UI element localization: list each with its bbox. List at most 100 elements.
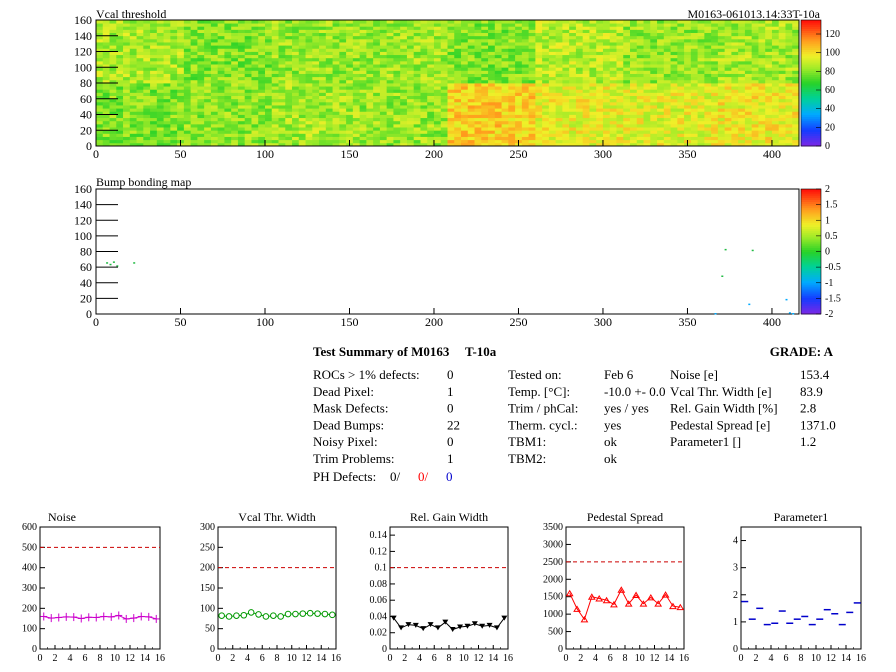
heatmap-cell xyxy=(406,70,415,74)
heatmap-cell xyxy=(758,127,766,131)
heatmap-cell xyxy=(677,29,685,33)
heatmap-cell xyxy=(542,32,550,37)
plot2-xtick-label: 200 xyxy=(425,315,443,329)
heatmap-cell xyxy=(352,48,361,52)
heatmap-cell xyxy=(447,23,455,27)
heatmap-cell xyxy=(400,86,408,90)
heatmap-cell xyxy=(589,139,597,144)
heatmap-cell xyxy=(102,133,110,137)
heatmap-cell xyxy=(163,95,171,100)
heatmap-cell xyxy=(447,48,455,52)
heatmap-cell xyxy=(102,35,110,40)
heatmap-cell xyxy=(292,48,300,52)
heatmap-cell xyxy=(298,42,306,46)
heatmap-cell xyxy=(488,120,496,125)
heatmap-cell xyxy=(312,70,320,74)
heatmap-cell xyxy=(96,136,104,141)
heatmap-cell xyxy=(657,101,665,106)
heatmap-cell xyxy=(663,127,671,131)
heatmap-cell xyxy=(292,117,300,122)
heatmap-cell xyxy=(508,120,516,125)
heatmap-cell xyxy=(582,120,590,125)
heatmap-cell xyxy=(521,83,530,87)
heatmap-cell xyxy=(515,73,523,78)
heatmap-cell xyxy=(197,54,205,59)
heatmap-cell xyxy=(677,76,685,81)
heatmap-cell xyxy=(596,79,604,84)
heatmap-cell xyxy=(339,42,347,46)
heatmap-cell xyxy=(461,120,469,125)
heatmap-cell xyxy=(420,86,428,90)
heatmap-cell xyxy=(542,123,550,128)
heatmap-cell xyxy=(427,111,435,115)
heatmap-cell xyxy=(305,133,313,137)
heatmap-cell xyxy=(602,64,611,68)
heatmap-cell xyxy=(210,133,219,137)
heatmap-cell xyxy=(731,38,739,43)
gain-width-xtick-label: 2 xyxy=(402,653,407,664)
heatmap-cell xyxy=(346,45,354,49)
heatmap-cell xyxy=(123,136,131,141)
heatmap-cell xyxy=(623,139,631,144)
heatmap-cell xyxy=(156,67,164,71)
heatmap-cell xyxy=(393,57,401,62)
heatmap-cell xyxy=(420,60,428,65)
heatmap-cell xyxy=(244,133,252,137)
heatmap-cell xyxy=(231,95,239,100)
heatmap-cell xyxy=(454,133,462,137)
heatmap-cell xyxy=(183,95,192,100)
heatmap-cell xyxy=(190,92,198,96)
heatmap-cell xyxy=(602,117,611,122)
heatmap-cell xyxy=(792,57,800,62)
heatmap-cell xyxy=(400,73,408,78)
heatmap-cell xyxy=(488,54,496,59)
heatmap-cell xyxy=(650,57,658,62)
heatmap-cell xyxy=(258,29,266,33)
heatmap-cell xyxy=(663,26,671,30)
heatmap-cell xyxy=(623,105,631,109)
pedestal-point xyxy=(624,600,633,607)
heatmap-cell xyxy=(609,98,617,103)
heatmap-cell xyxy=(670,51,678,56)
noise-xtick-label: 0 xyxy=(38,653,43,664)
plot2-scale-band xyxy=(801,299,821,302)
heatmap-cell xyxy=(778,130,786,134)
heatmap-cell xyxy=(623,120,631,125)
heatmap-cell xyxy=(609,136,617,141)
heatmap-cell xyxy=(569,139,577,144)
heatmap-cell xyxy=(461,45,469,49)
heatmap-cell xyxy=(623,23,631,27)
heatmap-cell xyxy=(501,26,509,30)
bump-point xyxy=(788,312,791,314)
heatmap-cell xyxy=(305,127,313,131)
heatmap-cell xyxy=(738,57,746,62)
summary-mid-value: ok xyxy=(604,434,618,449)
heatmap-cell xyxy=(650,139,658,144)
heatmap-cell xyxy=(427,64,435,68)
heatmap-cell xyxy=(663,29,671,33)
heatmap-cell xyxy=(677,98,685,103)
heatmap-cell xyxy=(643,95,651,100)
heatmap-cell xyxy=(488,130,496,134)
heatmap-cell xyxy=(650,79,658,84)
heatmap-cell xyxy=(244,86,252,90)
heatmap-cell xyxy=(170,48,178,52)
heatmap-cell xyxy=(515,54,523,59)
heatmap-cell xyxy=(778,139,786,144)
heatmap-cell xyxy=(690,23,699,27)
heatmap-cell xyxy=(109,64,117,68)
heatmap-cell xyxy=(447,133,455,137)
heatmap-cell xyxy=(731,120,739,125)
heatmap-cell xyxy=(197,130,205,134)
heatmap-cell xyxy=(501,130,509,134)
heatmap-cell xyxy=(771,70,780,74)
heatmap-cell xyxy=(555,67,563,71)
heatmap-cell xyxy=(717,127,726,131)
pedestal-xtick-label: 16 xyxy=(679,653,689,664)
heatmap-cell xyxy=(792,79,800,84)
heatmap-cell xyxy=(197,120,205,125)
heatmap-cell xyxy=(359,26,367,30)
heatmap-cell xyxy=(217,29,225,33)
heatmap-cell xyxy=(454,48,462,52)
heatmap-cell xyxy=(427,54,435,59)
